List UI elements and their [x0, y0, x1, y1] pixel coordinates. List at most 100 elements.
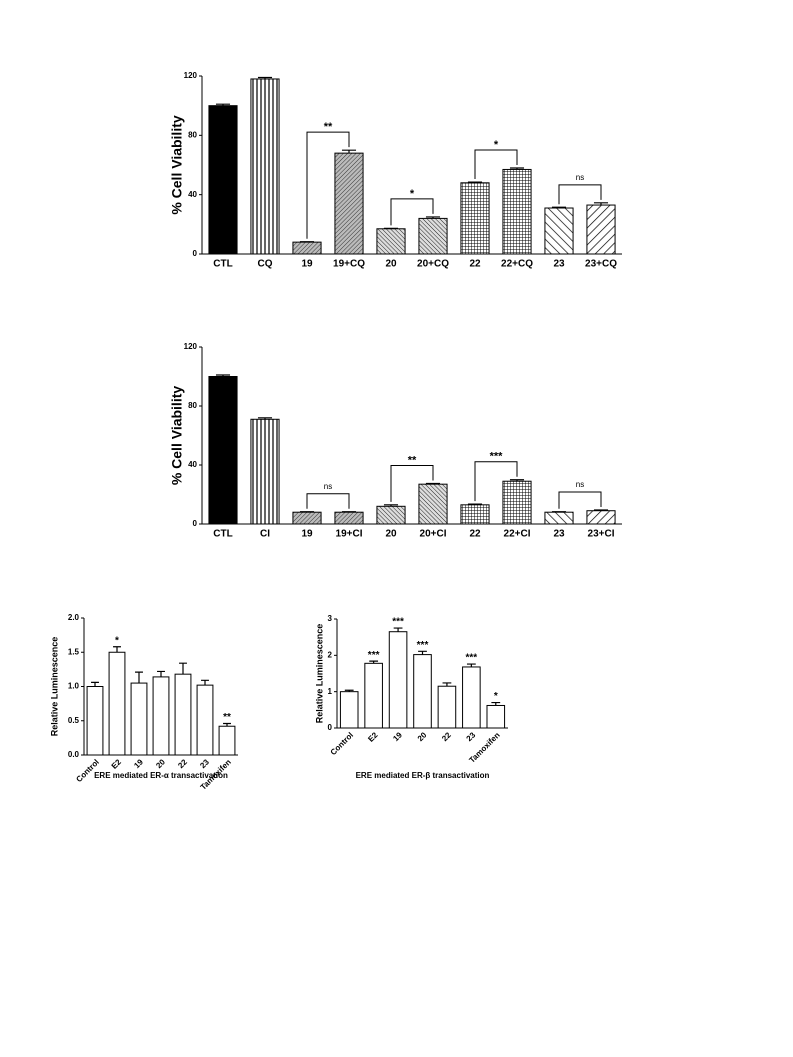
y-tick-label: 0.0 [68, 750, 80, 759]
x-tick-label: 22 [469, 259, 481, 270]
bar [334, 152, 364, 255]
error-bar [491, 701, 501, 706]
x-tick-label: 23+CI [588, 529, 615, 540]
error-bar [467, 503, 483, 505]
x-tick-label: 20+CQ [417, 259, 449, 270]
x-tick-label: Control [329, 731, 355, 757]
bar [376, 228, 406, 255]
error-bar [215, 103, 231, 106]
significance-bracket [306, 131, 350, 239]
bar [460, 182, 490, 255]
y-axis-label: Relative Luminescence [49, 637, 59, 737]
bar [108, 651, 126, 756]
significance-label: * [494, 139, 499, 151]
bar [174, 673, 192, 756]
significance-label: ns [324, 482, 332, 491]
bar [250, 78, 280, 255]
error-bar [341, 149, 357, 154]
error-bar [223, 722, 231, 727]
y-tick-label: 0 [193, 519, 198, 528]
bar [208, 376, 238, 525]
bar [418, 483, 448, 525]
bar [364, 662, 383, 729]
x-tick-label: CTL [213, 259, 232, 270]
y-tick-label: 40 [188, 190, 197, 199]
bar [339, 691, 359, 729]
error-bar [509, 167, 525, 170]
x-tick-label: 19 [132, 757, 145, 770]
error-bar [509, 479, 525, 482]
chart: 0 40 80 120 % Cell Viability CTL CI 19 19+CI 20 20… [169, 342, 622, 540]
bar [486, 704, 506, 729]
x-tick-label: E2 [110, 757, 124, 771]
significance-bracket [474, 149, 518, 180]
significance-label: * [115, 635, 119, 646]
x-tick-label: 19+CI [336, 529, 363, 540]
bar [292, 511, 322, 525]
y-tick-label: 1.0 [68, 682, 80, 691]
error-bar [91, 681, 99, 687]
significance-label: *** [417, 640, 429, 651]
significance-label: * [410, 188, 415, 200]
error-bar [442, 682, 452, 687]
chart: 0 40 80 120 % Cell Viability CTL CQ 19 19+CQ 20 20… [169, 71, 622, 270]
x-tick-label: 22 [176, 757, 189, 770]
x-tick-label: CQ [258, 259, 273, 270]
bar [334, 511, 364, 525]
significance-label: ** [223, 712, 231, 723]
error-bar [201, 679, 209, 686]
error-bar [551, 206, 567, 209]
bar [502, 168, 532, 255]
x-tick-label: 23 [465, 730, 478, 743]
y-tick-label: 120 [184, 71, 198, 80]
bar [376, 505, 406, 525]
x-tick-label: 22+CQ [501, 259, 533, 270]
y-tick-label: 80 [188, 401, 197, 410]
bar [413, 654, 432, 729]
x-axis-label: ERE mediated ER-β transactivation [356, 771, 490, 780]
significance-bracket [390, 198, 434, 226]
bar [586, 510, 616, 525]
y-tick-label: 40 [188, 460, 197, 469]
bar [502, 480, 532, 525]
significance-label: *** [490, 451, 504, 463]
x-tick-label: CTL [213, 529, 232, 540]
bar [208, 105, 238, 255]
significance-label: *** [368, 650, 380, 661]
x-tick-label: 23+CQ [585, 259, 617, 270]
y-tick-label: 0 [328, 723, 333, 732]
chart: 0.0 0.5 1.0 1.5 2.0 Relative Luminescence ERE … [49, 613, 238, 792]
bar [86, 686, 104, 756]
error-bar [257, 76, 273, 79]
error-bar [157, 670, 165, 677]
error-bar [593, 509, 609, 511]
x-tick-label: 20+CI [420, 529, 447, 540]
y-axis-label: % Cell Viability [169, 386, 185, 486]
y-tick-label: 0 [193, 249, 198, 258]
error-bar [393, 627, 403, 632]
bar [462, 666, 481, 729]
x-tick-label: 20 [416, 730, 429, 743]
bar [388, 631, 408, 729]
error-bar [369, 660, 379, 664]
bar [544, 207, 574, 255]
significance-label: ** [408, 454, 417, 466]
significance-bracket [558, 491, 602, 509]
error-bar [425, 216, 441, 219]
x-tick-label: 19+CQ [333, 259, 365, 270]
bar [418, 217, 448, 255]
x-tick-label: 20 [385, 259, 397, 270]
y-tick-label: 1 [328, 687, 333, 696]
error-bar [113, 646, 121, 653]
error-bar [179, 662, 187, 675]
x-tick-label: 19 [301, 259, 313, 270]
error-bar [215, 374, 231, 377]
bar [460, 504, 490, 525]
error-bar [418, 650, 427, 655]
x-tick-label: 23 [553, 529, 565, 540]
bar [437, 685, 457, 729]
